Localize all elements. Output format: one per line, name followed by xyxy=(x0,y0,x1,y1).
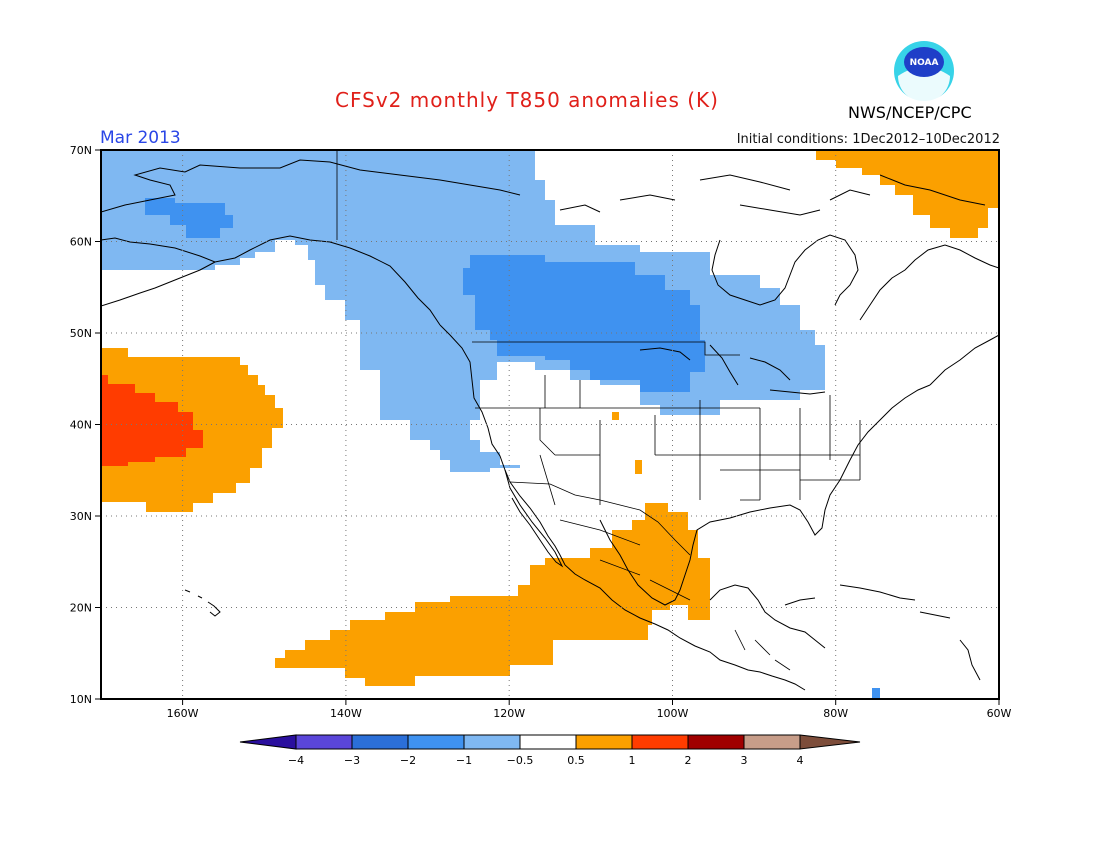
coastline-east-canada xyxy=(859,244,999,386)
anomaly-region-orange-greenland xyxy=(816,150,999,238)
colorbar-label-5: −0.5 xyxy=(507,754,534,767)
coastline-bc-west xyxy=(439,324,806,691)
agency-label: NWS/NCEP/CPC xyxy=(848,103,972,122)
colorbar-label-6: 0.5 xyxy=(567,754,585,767)
noaa-logo-icon: NOAA xyxy=(894,41,954,102)
coastlines xyxy=(101,159,999,691)
map-title-text: CFSv2 monthly T850 anomalies (K) xyxy=(335,88,719,112)
political-borders xyxy=(336,150,861,671)
mexico-states xyxy=(559,519,691,601)
great-lakes xyxy=(639,344,826,395)
coastline-hudson-bay xyxy=(711,234,859,306)
colorbar-segment-4 xyxy=(463,734,521,750)
colorbar-segment-5 xyxy=(519,734,577,750)
lat-label-10n: 10N xyxy=(70,693,92,706)
anomaly-pixel-caribbean xyxy=(872,688,880,699)
anomaly-region-blue-canada xyxy=(463,255,705,392)
lon-label-100w: 100W xyxy=(657,707,689,720)
coastline-alaska xyxy=(101,159,521,326)
border-us-canada xyxy=(336,150,740,356)
lat-label-30n: 30N xyxy=(70,510,92,523)
anomaly-pixel-new-mexico xyxy=(635,460,642,474)
colorbar-label-9: 3 xyxy=(741,754,748,767)
coastline-caribbean xyxy=(784,584,981,681)
colorbar-segment-8 xyxy=(687,734,745,750)
colorbar-label-1: −4 xyxy=(288,754,304,767)
lon-label-80w: 80W xyxy=(823,707,848,720)
colorbar-segment-7 xyxy=(631,734,689,750)
lon-labels: 160W 140W 120W 100W 80W 60W xyxy=(167,707,1012,720)
colorbar-segment-2 xyxy=(351,734,409,750)
colorbar-segment-1 xyxy=(295,734,353,750)
logo-text: NOAA xyxy=(910,58,939,68)
lat-labels: 70N 60N 50N 40N 30N 20N 10N xyxy=(70,144,92,706)
colorbar-label-3: −2 xyxy=(400,754,416,767)
colorbar-label-7: 1 xyxy=(629,754,636,767)
central-america-borders xyxy=(734,629,791,671)
colorbar-labels: −4 −3 −2 −1 −0.5 0.5 1 2 3 4 xyxy=(288,754,804,767)
colorbar-segment-6 xyxy=(575,734,633,750)
lon-label-160w: 160W xyxy=(167,707,199,720)
coastline-hawaii xyxy=(184,589,221,617)
initial-conditions: Initial conditions: 1Dec2012–10Dec2012 xyxy=(736,132,1000,147)
anomaly-region-blue-alaska xyxy=(145,198,233,238)
colorbar-arrow-high xyxy=(799,734,861,750)
lat-label-20n: 20N xyxy=(70,602,92,615)
coastline-gulf xyxy=(599,384,931,606)
colorbar-label-10: 4 xyxy=(797,754,804,767)
axis-ticks xyxy=(95,149,1000,705)
colorbar-segment-9 xyxy=(743,734,801,750)
colorbar xyxy=(239,734,861,750)
coastline-arctic-islands xyxy=(559,174,986,216)
lon-label-140w: 140W xyxy=(330,707,362,720)
forecast-month: Mar 2013 xyxy=(100,128,181,148)
lon-label-120w: 120W xyxy=(493,707,525,720)
lat-label-50n: 50N xyxy=(70,327,92,340)
coastline-baja xyxy=(504,469,564,568)
state-borders xyxy=(475,375,861,506)
lat-label-40n: 40N xyxy=(70,419,92,432)
anomaly-pixel-colorado xyxy=(612,412,619,420)
colorbar-label-8: 2 xyxy=(685,754,692,767)
coastline-aleutians xyxy=(101,261,216,307)
anomaly-region-orange-tropical xyxy=(275,503,710,686)
border-us-mexico xyxy=(509,481,691,556)
lon-label-60w: 60W xyxy=(987,707,1012,720)
colorbar-label-2: −3 xyxy=(344,754,360,767)
anomaly-fields xyxy=(101,150,999,699)
anomaly-region-red-pacific xyxy=(101,375,203,466)
colorbar-arrow-low xyxy=(239,734,297,750)
colorbar-label-4: −1 xyxy=(456,754,472,767)
coastline-yucatan xyxy=(709,584,826,649)
lat-label-70n: 70N xyxy=(70,144,92,157)
colorbar-segment-3 xyxy=(407,734,465,750)
map-title: CFSv2 monthly T850 anomalies (K) xyxy=(0,88,1100,112)
lat-label-60n: 60N xyxy=(70,236,92,249)
